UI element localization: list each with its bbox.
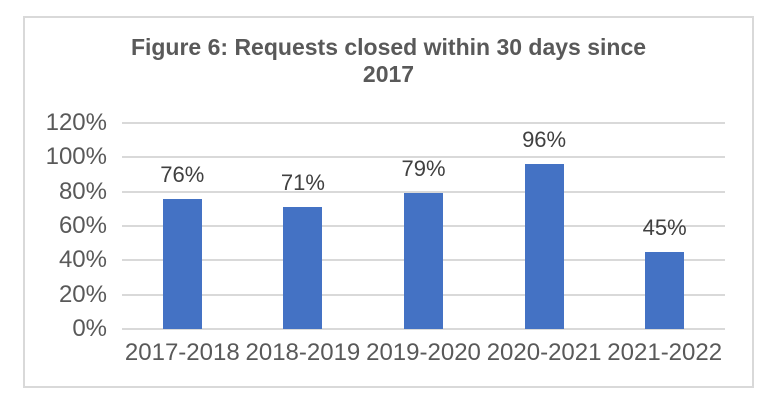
x-axis-tick-label: 2018-2019 (245, 339, 361, 366)
y-axis-tick-label: 40% (58, 246, 107, 274)
chart-title-line: 2017 (362, 61, 415, 87)
gridline-0 (122, 328, 725, 330)
x-axis-tick-label: 2020-2021 (486, 339, 602, 366)
y-axis-tick-label: 20% (58, 280, 107, 308)
bar-value-label: 76% (160, 161, 205, 187)
y-axis-tick-label: 0% (72, 315, 107, 342)
y-axis-tick-label: 100% (45, 143, 107, 171)
bar-2019-2020 (404, 193, 443, 329)
bar-value-label: 71% (280, 170, 325, 196)
bar-2018-2019 (283, 207, 323, 329)
x-axis-tick-label: 2021-2022 (607, 339, 723, 366)
bar-value-label: 79% (401, 156, 446, 182)
x-axis-tick-label: 2017-2018 (124, 339, 240, 366)
bar-value-label: 96% (522, 127, 567, 153)
gridline-120 (122, 122, 725, 124)
chart-title-line: Figure 6: Requests closed within 30 days… (130, 34, 647, 60)
y-axis-tick-label: 120% (45, 109, 107, 136)
gridline-80 (122, 190, 725, 193)
gridline-100 (122, 156, 725, 159)
bar-2020-2021 (524, 164, 564, 329)
x-axis-tick-label: 2019-2020 (366, 339, 481, 366)
y-axis-tick-label: 60% (58, 212, 107, 239)
bar-2021-2022 (645, 251, 685, 329)
bar-value-label: 45% (642, 214, 687, 240)
chart-frame (23, 16, 754, 388)
y-axis-tick-label: 80% (58, 177, 107, 205)
chart-title: Figure 6: Requests closed within 30 days… (25, 34, 752, 88)
bar-2017-2018 (162, 198, 202, 329)
